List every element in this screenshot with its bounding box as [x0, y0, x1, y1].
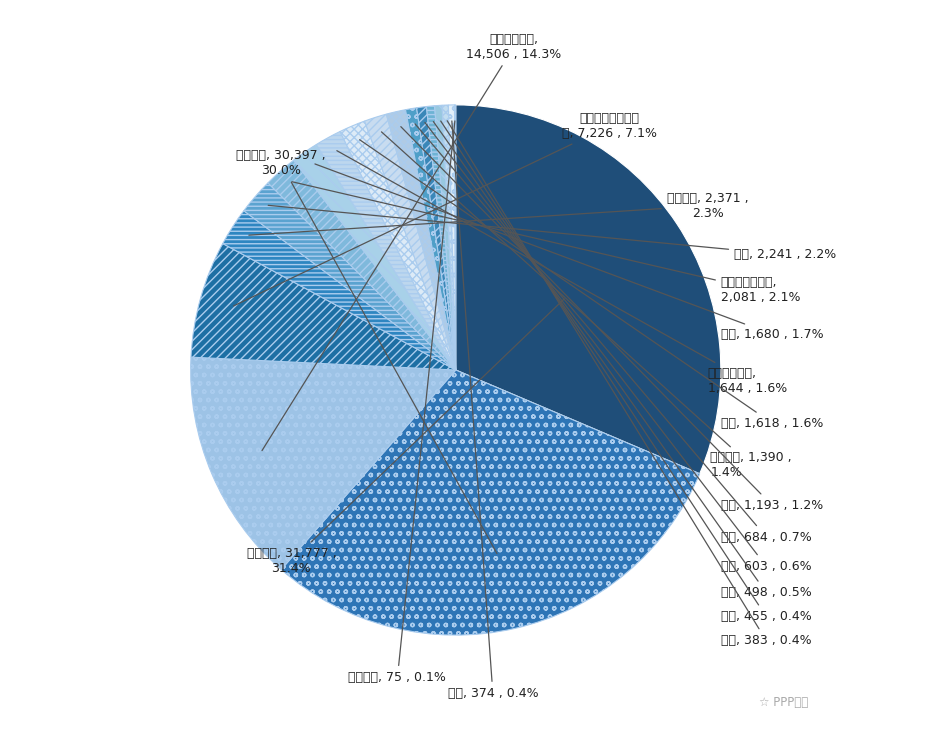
Wedge shape: [365, 114, 456, 370]
Wedge shape: [405, 108, 456, 370]
Wedge shape: [244, 183, 456, 370]
Wedge shape: [456, 105, 720, 474]
Text: 科技, 603 , 0.6%: 科技, 603 , 0.6%: [425, 123, 811, 573]
Wedge shape: [316, 132, 456, 370]
Text: 体育, 684 , 0.7%: 体育, 684 , 0.7%: [415, 124, 811, 543]
Text: 医疗卫生, 1,390 ,
1.4%: 医疗卫生, 1,390 , 1.4%: [382, 132, 792, 480]
Text: 文化, 1,193 , 1.2%: 文化, 1,193 , 1.2%: [401, 127, 823, 511]
Text: 林业, 383 , 0.4%: 林业, 383 , 0.4%: [447, 121, 811, 647]
Text: 城镇综合开发,
14,506 , 14.3%: 城镇综合开发, 14,506 , 14.3%: [262, 33, 562, 451]
Wedge shape: [427, 106, 456, 370]
Text: 旅游, 2,241 , 2.2%: 旅游, 2,241 , 2.2%: [268, 205, 837, 261]
Wedge shape: [191, 243, 456, 370]
Text: 政府基础设施,
1,644 , 1.6%: 政府基础设施, 1,644 , 1.6%: [337, 151, 787, 394]
Wedge shape: [434, 105, 456, 370]
Text: 能源, 498 , 0.5%: 能源, 498 , 0.5%: [433, 121, 811, 599]
Text: 其他, 1,618 , 1.6%: 其他, 1,618 , 1.6%: [359, 140, 824, 429]
Wedge shape: [340, 121, 456, 370]
Text: ☆ PPP资讯: ☆ PPP资讯: [759, 696, 808, 710]
Wedge shape: [455, 105, 456, 370]
Wedge shape: [442, 105, 456, 370]
Text: 交通运输, 30,397 ,
30.0%: 交通运输, 30,397 , 30.0%: [236, 149, 497, 554]
Wedge shape: [386, 110, 456, 370]
Text: 教育, 1,680 , 1.7%: 教育, 1,680 , 1.7%: [315, 164, 824, 340]
Text: 保障性安居工程,
2,081 , 2.1%: 保障性安居工程, 2,081 , 2.1%: [292, 182, 800, 304]
Text: 市政工程, 31,777 ,
31.4%: 市政工程, 31,777 , 31.4%: [247, 299, 565, 575]
Text: 农业, 374 , 0.4%: 农业, 374 , 0.4%: [447, 121, 538, 700]
Wedge shape: [190, 357, 456, 570]
Text: 水利建设, 2,371 ,
2.3%: 水利建设, 2,371 , 2.3%: [249, 192, 749, 235]
Wedge shape: [268, 161, 456, 370]
Wedge shape: [416, 107, 456, 370]
Wedge shape: [294, 144, 456, 370]
Text: 社会保障, 75 , 0.1%: 社会保障, 75 , 0.1%: [349, 121, 455, 684]
Wedge shape: [222, 211, 456, 370]
Text: 生态建设和环境保
护, 7,226 , 7.1%: 生态建设和环境保 护, 7,226 , 7.1%: [234, 112, 657, 306]
Text: 养老, 455 , 0.4%: 养老, 455 , 0.4%: [441, 121, 811, 623]
Wedge shape: [281, 370, 700, 635]
Wedge shape: [448, 105, 456, 370]
